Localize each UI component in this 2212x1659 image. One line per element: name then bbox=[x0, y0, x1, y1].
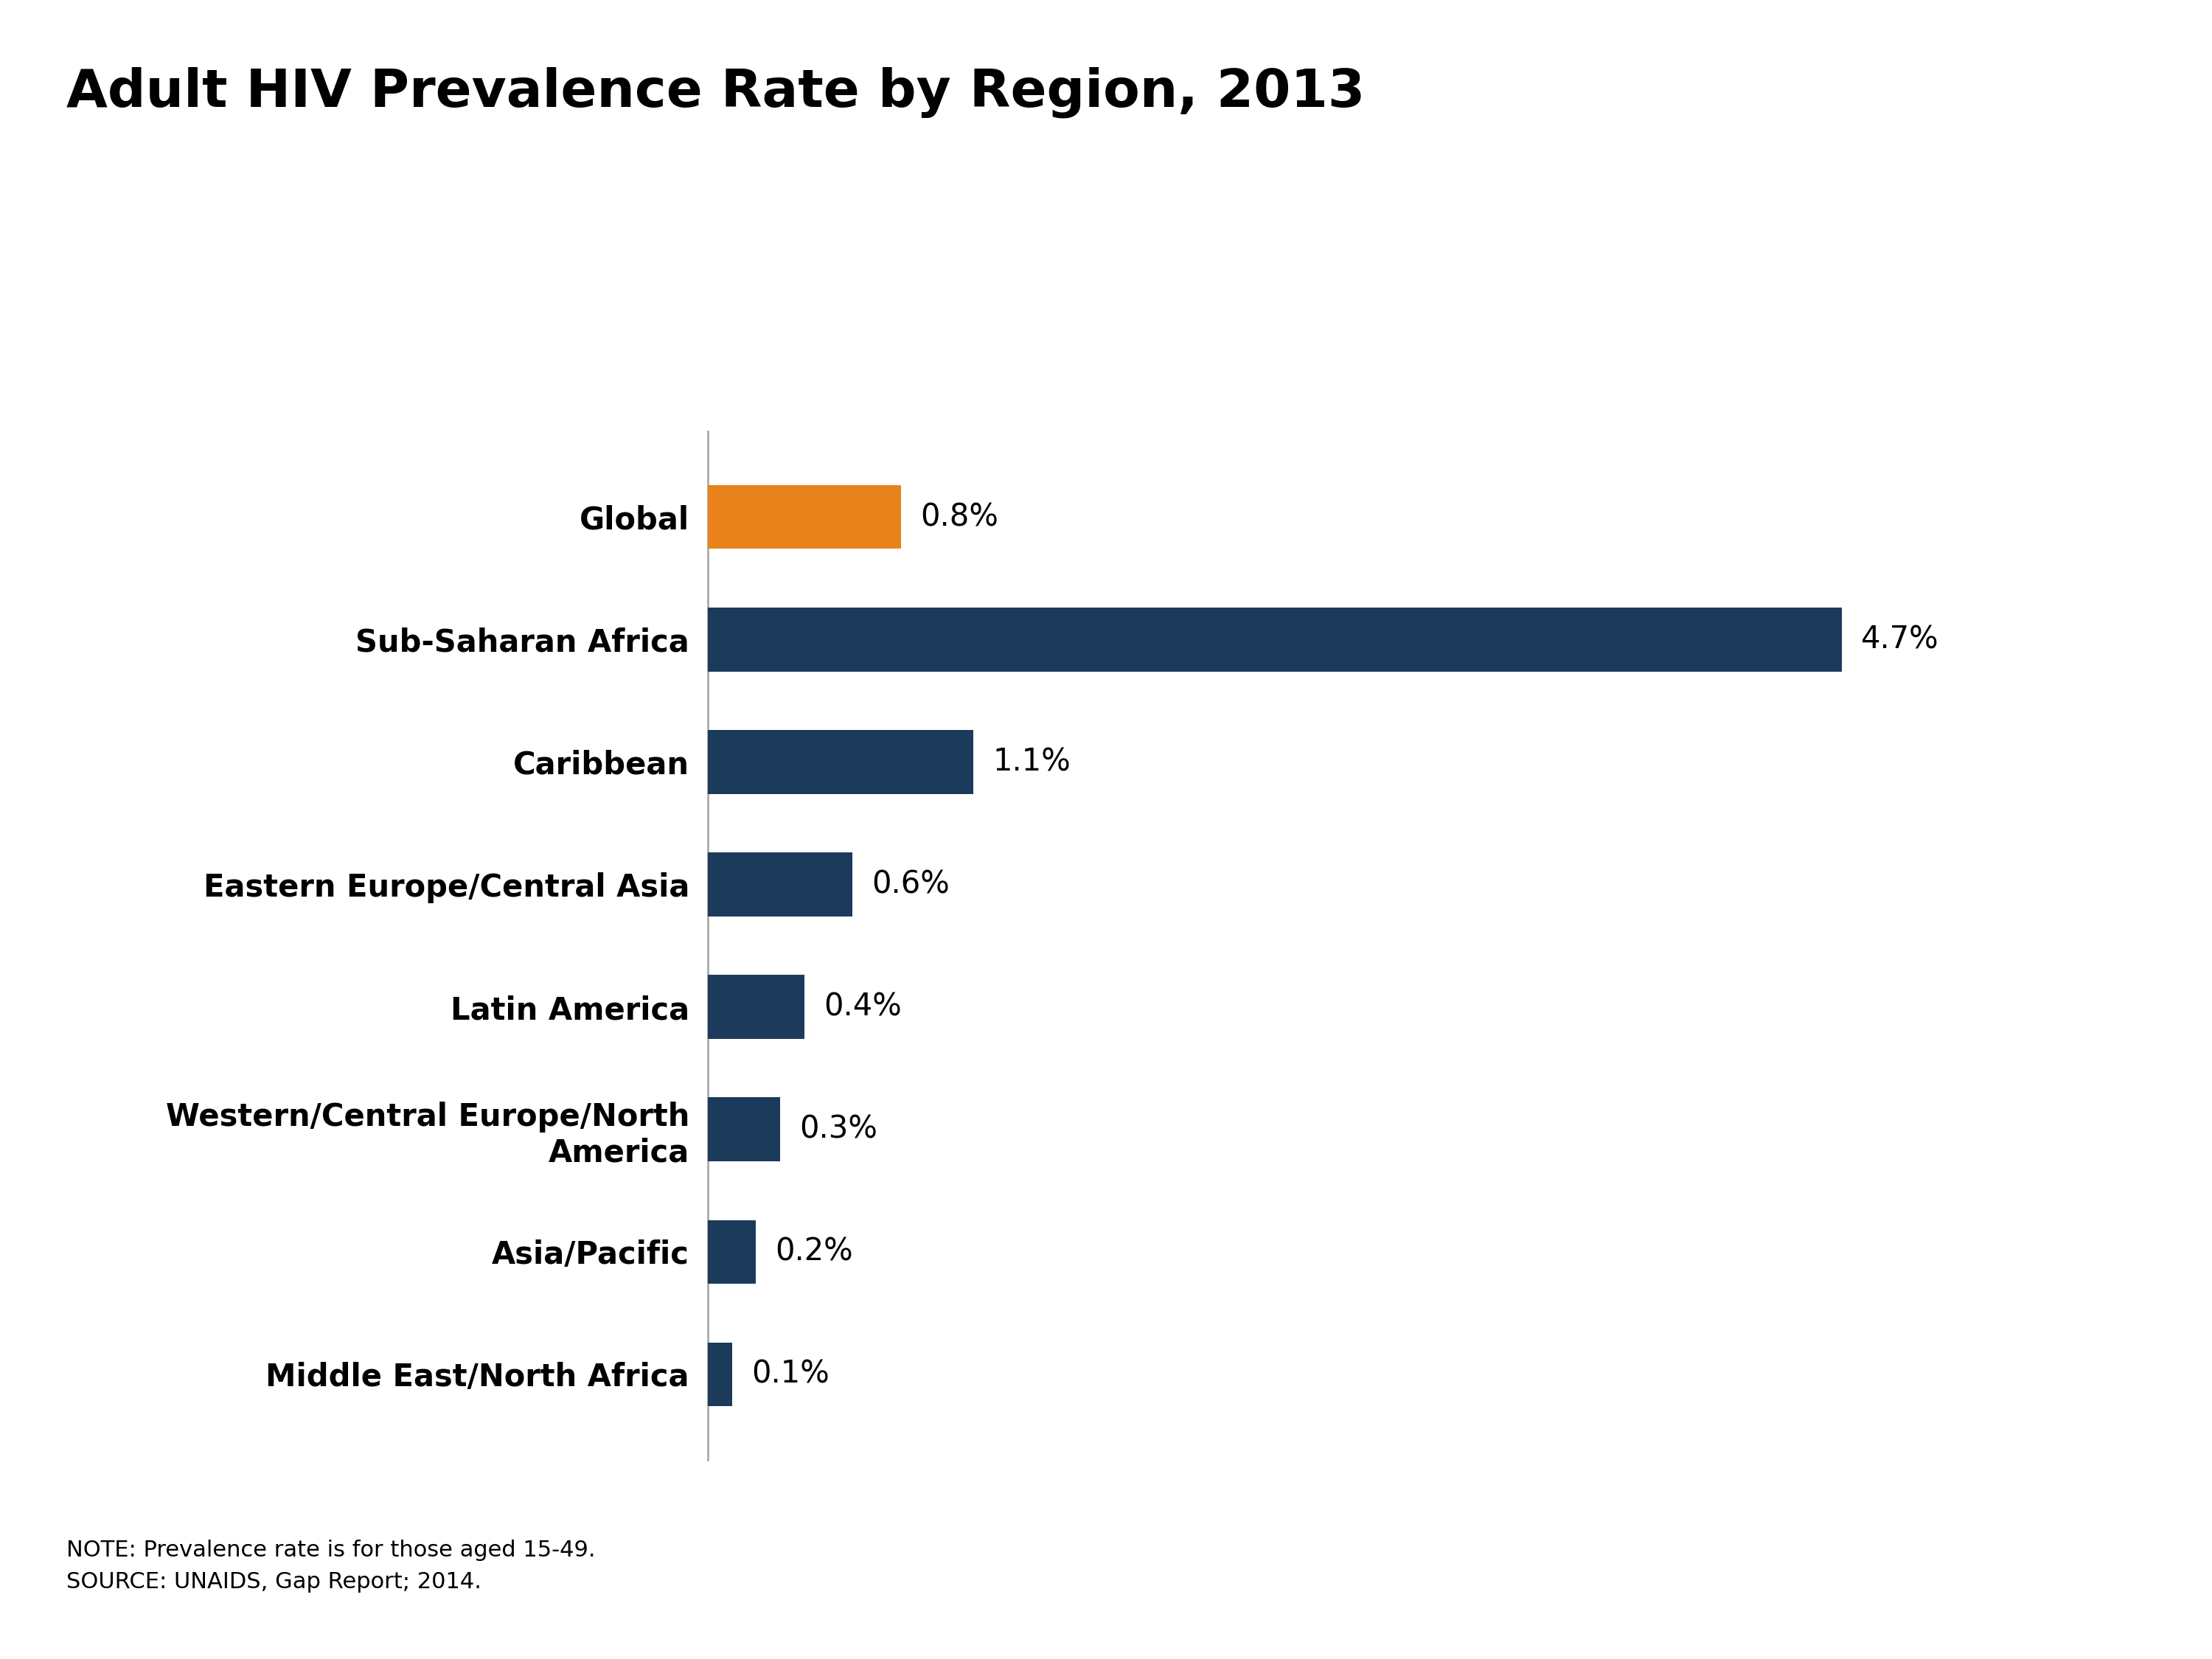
Text: 0.8%: 0.8% bbox=[920, 501, 998, 533]
Text: 0.2%: 0.2% bbox=[776, 1236, 854, 1267]
Text: 4.7%: 4.7% bbox=[1860, 624, 1940, 655]
Text: THE HENRY J.: THE HENRY J. bbox=[1953, 1498, 2028, 1508]
Bar bbox=[708, 607, 1843, 672]
Text: NOTE: Prevalence rate is for those aged 15-49.
SOURCE: UNAIDS, Gap Report; 2014.: NOTE: Prevalence rate is for those aged … bbox=[66, 1540, 595, 1593]
Text: 0.6%: 0.6% bbox=[872, 869, 949, 899]
Bar bbox=[708, 1342, 732, 1407]
Text: KAISER: KAISER bbox=[1953, 1528, 2028, 1545]
Text: Adult HIV Prevalence Rate by Region, 2013: Adult HIV Prevalence Rate by Region, 201… bbox=[66, 66, 1365, 118]
Bar bbox=[708, 484, 900, 549]
Bar bbox=[708, 730, 973, 793]
Text: 0.1%: 0.1% bbox=[752, 1359, 830, 1390]
Text: 0.3%: 0.3% bbox=[799, 1113, 878, 1145]
Text: FAMILY: FAMILY bbox=[1955, 1559, 2026, 1578]
Bar bbox=[708, 853, 852, 916]
Bar bbox=[708, 1098, 781, 1161]
Text: 0.4%: 0.4% bbox=[823, 992, 902, 1022]
Bar bbox=[708, 975, 805, 1039]
Text: 1.1%: 1.1% bbox=[993, 747, 1071, 778]
Bar bbox=[708, 1219, 757, 1284]
Text: FOUNDATION: FOUNDATION bbox=[1953, 1596, 2028, 1608]
